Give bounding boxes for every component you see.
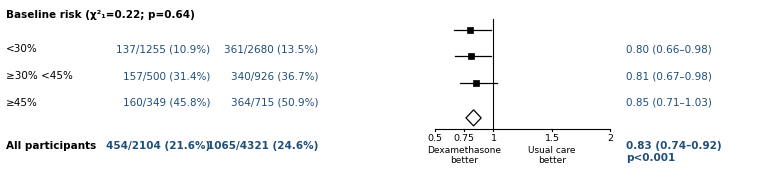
Text: 0.5: 0.5 <box>427 134 442 143</box>
Text: p<0.001: p<0.001 <box>626 153 676 163</box>
Polygon shape <box>466 110 481 126</box>
Text: 454/2104 (21.6%): 454/2104 (21.6%) <box>106 141 210 151</box>
Text: 157/500 (31.4%): 157/500 (31.4%) <box>123 72 210 81</box>
Text: 2: 2 <box>608 134 614 143</box>
Text: 0.85 (0.71–1.03): 0.85 (0.71–1.03) <box>626 98 712 108</box>
Text: 0.75: 0.75 <box>454 134 475 143</box>
Text: 1: 1 <box>490 134 496 143</box>
Text: ≥30% <45%: ≥30% <45% <box>6 72 73 81</box>
Text: 340/926 (36.7%): 340/926 (36.7%) <box>231 72 318 81</box>
Text: 364/715 (50.9%): 364/715 (50.9%) <box>231 98 318 108</box>
Text: ≥45%: ≥45% <box>6 98 38 108</box>
Text: All participants: All participants <box>6 141 97 151</box>
Text: 1065/4321 (24.6%): 1065/4321 (24.6%) <box>207 141 318 151</box>
Text: 160/349 (45.8%): 160/349 (45.8%) <box>123 98 210 108</box>
Text: 0.80 (0.66–0.98): 0.80 (0.66–0.98) <box>626 44 712 54</box>
Text: 0.83 (0.74–0.92): 0.83 (0.74–0.92) <box>626 141 722 151</box>
Text: 137/1255 (10.9%): 137/1255 (10.9%) <box>116 44 210 54</box>
Text: Usual care
better: Usual care better <box>528 146 576 165</box>
Text: 0.81 (0.67–0.98): 0.81 (0.67–0.98) <box>626 72 712 81</box>
Text: 361/2680 (13.5%): 361/2680 (13.5%) <box>224 44 318 54</box>
Text: Baseline risk (χ²₁=0.22; p=0.64): Baseline risk (χ²₁=0.22; p=0.64) <box>6 10 195 19</box>
Text: <30%: <30% <box>6 44 38 54</box>
Text: 1.5: 1.5 <box>544 134 560 143</box>
Text: Dexamethasone
better: Dexamethasone better <box>427 146 501 165</box>
